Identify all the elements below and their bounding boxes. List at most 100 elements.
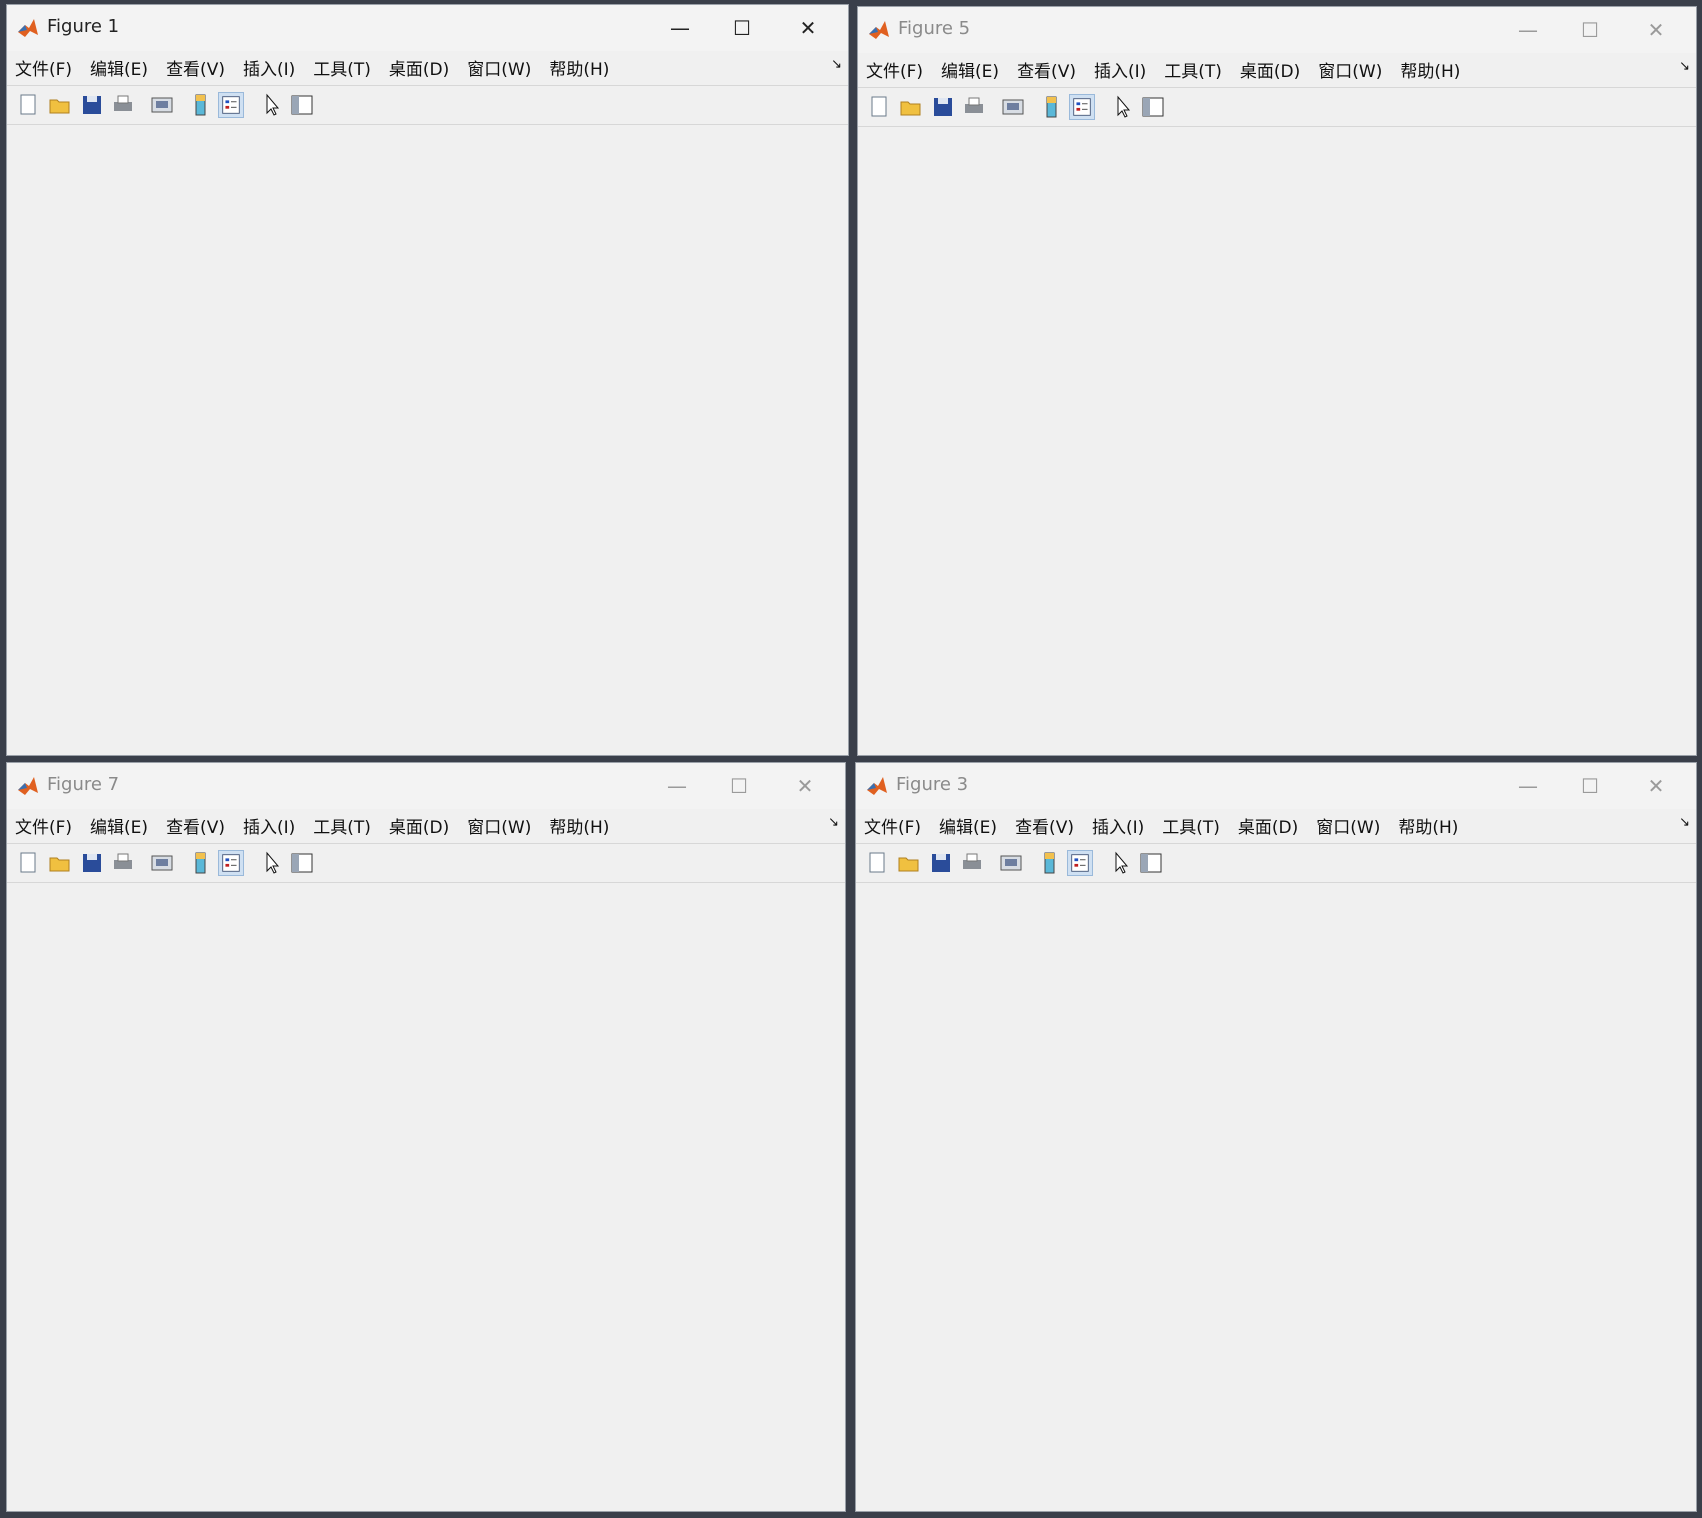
plot-area (856, 883, 1696, 1511)
dock-arrow-icon[interactable]: ↘ (828, 815, 839, 830)
minimize-button[interactable]: — (1518, 774, 1538, 798)
colorbar-button[interactable] (187, 850, 213, 876)
menu-item-6[interactable]: 窗口(W) (467, 59, 532, 80)
minimize-button[interactable]: — (670, 16, 690, 40)
menu-item-7[interactable]: 帮助(H) (1400, 61, 1461, 82)
new-file-button[interactable] (15, 92, 41, 118)
menu-item-1[interactable]: 编辑(E) (939, 817, 998, 838)
print-button[interactable] (959, 850, 985, 876)
colorbar-button[interactable] (1038, 94, 1064, 120)
training-curves-chart (858, 127, 1697, 756)
pointer-button[interactable] (1110, 94, 1136, 120)
maximize-button[interactable]: ☐ (1581, 18, 1599, 42)
colorbar-button[interactable] (187, 92, 213, 118)
menu-item-2[interactable]: 查看(V) (1015, 817, 1074, 838)
menu-item-7[interactable]: 帮助(H) (549, 817, 610, 838)
menu-item-4[interactable]: 工具(T) (313, 59, 371, 80)
maximize-button[interactable]: ☐ (730, 774, 748, 798)
menu-item-6[interactable]: 窗口(W) (467, 817, 532, 838)
title-bar[interactable]: 05010015020025011.522.533.54训练集预测结果对比预测样… (7, 5, 848, 51)
save-icon (934, 98, 952, 116)
maximize-button[interactable]: ☐ (733, 16, 751, 40)
menu-item-3[interactable]: 插入(I) (1093, 61, 1147, 82)
close-button[interactable]: ✕ (1647, 774, 1665, 798)
open-folder-button[interactable] (896, 850, 922, 876)
minimize-button[interactable]: — (1518, 18, 1538, 42)
save-button[interactable] (79, 92, 105, 118)
maximize-button[interactable]: ☐ (1581, 774, 1599, 798)
menu-item-0[interactable]: 文件(F) (15, 817, 73, 838)
legend-button[interactable] (1069, 94, 1095, 120)
menu-item-6[interactable]: 窗口(W) (1316, 817, 1381, 838)
menu-item-2[interactable]: 查看(V) (166, 817, 225, 838)
dock-arrow-icon[interactable]: ↘ (1679, 815, 1690, 830)
menu-item-7[interactable]: 帮助(H) (1398, 817, 1459, 838)
menu-item-0[interactable]: 文件(F) (866, 61, 924, 82)
new-file-button[interactable] (15, 850, 41, 876)
figure-7-window[interactable]: 00.20.40.60.8100.10.20.30.40.50.60.70.80… (6, 762, 846, 1512)
dock-arrow-icon[interactable]: ↘ (1679, 59, 1690, 74)
property-editor-button[interactable] (289, 92, 315, 118)
menu-item-4[interactable]: 工具(T) (313, 817, 371, 838)
pointer-icon (266, 851, 280, 874)
menu-item-2[interactable]: 查看(V) (166, 59, 225, 80)
title-bar[interactable]: Confusion Matrix for Train Data621457122… (856, 763, 1696, 809)
title-bar[interactable]: 00.20.40.60.8100.10.20.30.40.50.60.70.80… (7, 763, 845, 809)
menu-item-3[interactable]: 插入(I) (242, 817, 296, 838)
new-file-button[interactable] (866, 94, 892, 120)
menu-item-4[interactable]: 工具(T) (1162, 817, 1220, 838)
menu-item-1[interactable]: 编辑(E) (90, 817, 149, 838)
title-bar[interactable]: 010020030040050060070080020406080100训练集正… (858, 7, 1696, 53)
menu-item-1[interactable]: 编辑(E) (90, 59, 149, 80)
legend-button[interactable] (1067, 850, 1093, 876)
print-preview-button[interactable] (998, 850, 1024, 876)
save-button[interactable] (930, 94, 956, 120)
property-editor-button[interactable] (1138, 850, 1164, 876)
plot-area (858, 127, 1696, 755)
close-button[interactable]: ✕ (799, 16, 817, 40)
menu-item-3[interactable]: 插入(I) (1091, 817, 1145, 838)
menu-item-7[interactable]: 帮助(H) (549, 59, 610, 80)
save-button[interactable] (928, 850, 954, 876)
open-folder-button[interactable] (898, 94, 924, 120)
menu-item-0[interactable]: 文件(F) (15, 59, 73, 80)
print-button[interactable] (110, 850, 136, 876)
legend-button[interactable] (218, 92, 244, 118)
new-file-icon (20, 852, 36, 873)
pointer-button[interactable] (1108, 850, 1134, 876)
menu-item-5[interactable]: 桌面(D) (1239, 61, 1301, 82)
figure-5-window[interactable]: 010020030040050060070080020406080100训练集正… (857, 6, 1697, 756)
save-button[interactable] (79, 850, 105, 876)
pointer-button[interactable] (259, 850, 285, 876)
menu-item-6[interactable]: 窗口(W) (1318, 61, 1383, 82)
matlab-icon: Confusion Matrix for Train Data621457122… (867, 777, 887, 795)
new-file-icon (20, 94, 36, 115)
minimize-button[interactable]: — (667, 774, 687, 798)
close-button[interactable]: ✕ (796, 774, 814, 798)
menu-item-0[interactable]: 文件(F) (864, 817, 922, 838)
close-button[interactable]: ✕ (1647, 18, 1665, 42)
print-preview-button[interactable] (149, 850, 175, 876)
menu-item-5[interactable]: 桌面(D) (388, 817, 450, 838)
print-button[interactable] (110, 92, 136, 118)
colorbar-button[interactable] (1036, 850, 1062, 876)
menu-item-5[interactable]: 桌面(D) (1237, 817, 1299, 838)
print-button[interactable] (961, 94, 987, 120)
figure-3-window[interactable]: Confusion Matrix for Train Data621457122… (855, 762, 1697, 1512)
menu-item-4[interactable]: 工具(T) (1164, 61, 1222, 82)
new-file-button[interactable] (864, 850, 890, 876)
menu-item-2[interactable]: 查看(V) (1017, 61, 1076, 82)
print-preview-button[interactable] (149, 92, 175, 118)
menu-item-1[interactable]: 编辑(E) (941, 61, 1000, 82)
open-folder-button[interactable] (47, 850, 73, 876)
pointer-button[interactable] (259, 92, 285, 118)
legend-button[interactable] (218, 850, 244, 876)
print-preview-button[interactable] (1000, 94, 1026, 120)
open-folder-button[interactable] (47, 92, 73, 118)
property-editor-button[interactable] (1140, 94, 1166, 120)
menu-item-3[interactable]: 插入(I) (242, 59, 296, 80)
property-editor-button[interactable] (289, 850, 315, 876)
figure-1-window[interactable]: 05010015020025011.522.533.54训练集预测结果对比预测样… (6, 4, 849, 756)
menu-item-5[interactable]: 桌面(D) (388, 59, 450, 80)
dock-arrow-icon[interactable]: ↘ (831, 57, 842, 72)
